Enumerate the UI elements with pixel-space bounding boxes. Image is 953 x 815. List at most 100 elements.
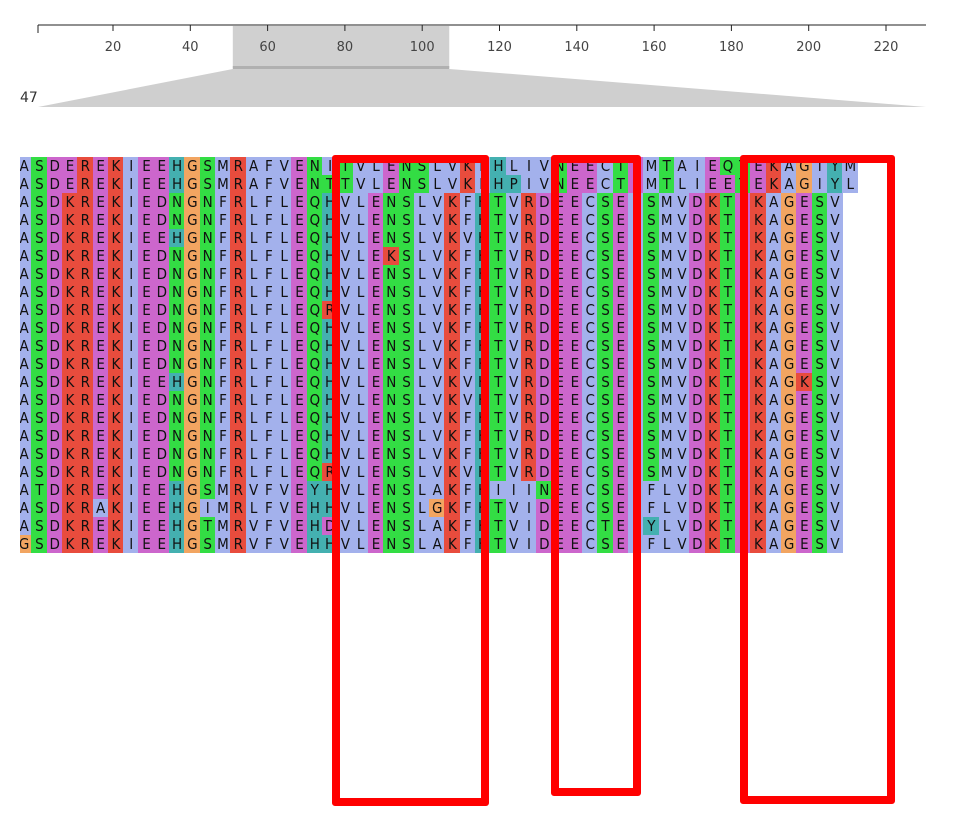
residue: V [429, 463, 445, 481]
residue: M [658, 355, 675, 373]
residue: F [214, 211, 231, 229]
residue: T [735, 157, 751, 175]
residue: S [398, 427, 415, 445]
residue: T [337, 175, 353, 193]
residue: E [551, 319, 568, 337]
residue: L [276, 409, 292, 427]
residue: C [597, 175, 614, 193]
residue: D [153, 391, 170, 409]
residue: N [383, 229, 399, 247]
residue: E [566, 175, 583, 193]
residue: A [20, 355, 32, 373]
residue: G [184, 337, 200, 355]
residue: S [811, 337, 828, 355]
residue: I [123, 445, 139, 463]
residue: D [46, 175, 63, 193]
residue: F [260, 247, 277, 265]
residue: I [123, 283, 139, 301]
residue: F [260, 265, 277, 283]
residue: H [475, 409, 491, 427]
residue: D [46, 463, 63, 481]
residue: S [31, 265, 47, 283]
residue: D [689, 499, 705, 517]
residue: E [551, 211, 568, 229]
residue: K [444, 517, 461, 535]
residue: D [46, 391, 63, 409]
residue: L [352, 481, 369, 499]
residue: G [184, 391, 200, 409]
residue: E [735, 265, 751, 283]
residue: L [367, 157, 384, 175]
residue: S [398, 481, 415, 499]
residue: V [826, 535, 843, 553]
residue: K [107, 301, 124, 319]
residue: K [61, 445, 78, 463]
residue: E [551, 499, 568, 517]
residue: E [796, 517, 812, 535]
residue: K [444, 391, 461, 409]
residue: L [628, 301, 644, 319]
residue: I [689, 157, 705, 175]
residue: L [245, 409, 262, 427]
residue: E [138, 517, 155, 535]
residue: A [765, 373, 782, 391]
residue: K [383, 247, 399, 265]
residue: E [566, 409, 583, 427]
residue: T [490, 193, 506, 211]
residue: F [459, 337, 476, 355]
residue: V [673, 499, 690, 517]
residue: R [322, 463, 338, 481]
residue: L [628, 247, 644, 265]
residue: H [322, 265, 338, 283]
overview-ruler[interactable]: 20 40 60 80 100 120 140 160 180 200 220 [0, 0, 953, 115]
residue: E [612, 499, 629, 517]
residue: H [169, 517, 185, 535]
residue: F [643, 481, 659, 499]
residue: M [658, 229, 675, 247]
residue: H [490, 157, 506, 175]
residue: D [689, 373, 705, 391]
residue: V [673, 463, 690, 481]
residue: E [566, 337, 583, 355]
residue: R [77, 193, 93, 211]
residue: C [582, 445, 598, 463]
residue: L [413, 211, 430, 229]
residue: N [306, 157, 323, 175]
residue: N [383, 265, 399, 283]
residue: L [245, 193, 262, 211]
residue: E [566, 517, 583, 535]
residue: E [551, 337, 568, 355]
residue: F [459, 499, 476, 517]
residue: V [826, 517, 843, 535]
residue: R [77, 157, 93, 175]
residue: S [398, 445, 415, 463]
residue: C [582, 301, 598, 319]
residue: F [214, 319, 231, 337]
residue: F [260, 229, 277, 247]
residue: R [230, 193, 246, 211]
residue: K [107, 391, 124, 409]
residue: E [138, 175, 155, 193]
residue: I [123, 481, 139, 499]
residue: K [107, 445, 124, 463]
residue: S [597, 229, 614, 247]
residue: S [643, 409, 659, 427]
residue: S [811, 265, 828, 283]
residue: V [505, 265, 522, 283]
residue: E [367, 445, 384, 463]
residue: M [214, 175, 231, 193]
residue: Q [306, 301, 323, 319]
residue: F [260, 301, 277, 319]
residue: K [750, 355, 767, 373]
residue: V [505, 283, 522, 301]
residue: L [276, 193, 292, 211]
residue: K [107, 265, 124, 283]
residue: E [291, 211, 308, 229]
residue: A [20, 373, 32, 391]
residue: A [765, 535, 782, 553]
residue: E [291, 391, 308, 409]
residue: N [199, 283, 216, 301]
residue: A [20, 211, 32, 229]
residue: K [750, 463, 767, 481]
